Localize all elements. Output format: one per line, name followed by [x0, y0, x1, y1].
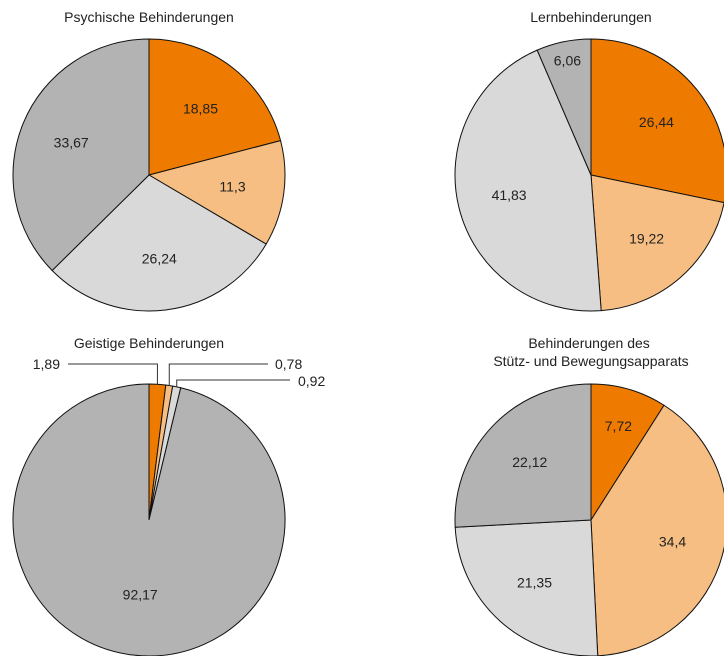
chart-1-slice-2: [147, 139, 286, 245]
chart-1-slice-4: [12, 38, 150, 272]
chart-2-slice-2: [590, 174, 724, 312]
chart-3-value-label-4: 92,17: [123, 586, 158, 602]
chart-2-value-label-1: 26,44: [639, 114, 674, 130]
chart-2-value-label-2: 19,22: [629, 230, 664, 246]
chart-4-value-label-4: 22,12: [512, 454, 547, 470]
chart-4-title: Behinderungen des Stütz- und Bewegungsap…: [493, 335, 688, 369]
chart-3-title: Geistige Behinderungen: [74, 335, 224, 351]
chart-3-slice-4: [12, 383, 286, 656]
chart-3-value-label-3: 0,92: [298, 373, 325, 389]
chart-1-value-label-2: 11,3: [219, 179, 245, 195]
chart-2-title: Lernbehinderungen: [530, 9, 651, 25]
chart-3-leader-line-1: [68, 363, 158, 385]
chart-1-slice-1: [148, 38, 282, 176]
chart-4-value-label-2: 34,4: [659, 534, 686, 550]
chart-1-title: Psychische Behinderungen: [64, 9, 234, 25]
chart-3-value-label-2: 0,78: [275, 356, 302, 372]
chart-4-slice-4: [454, 383, 592, 528]
chart-2-slice-4: [536, 38, 592, 176]
chart-2-value-label-3: 41,83: [492, 187, 527, 203]
chart-4-value-label-3: 21,35: [517, 575, 552, 591]
chart-4-title-line-2: Stütz- und Bewegungsapparats: [493, 353, 688, 369]
chart-3-value-label-1: 1,89: [33, 356, 60, 372]
chart-2-slice-3: [454, 49, 602, 312]
chart-1-slice-3: [51, 174, 267, 312]
chart-2-slice-1: [590, 38, 724, 204]
chart-3-leader-line-2: [168, 363, 268, 386]
chart-1-value-label-1: 18,85: [183, 100, 218, 116]
chart-3-leader-line-3: [176, 379, 290, 387]
chart-4-value-label-1: 7,72: [605, 418, 632, 434]
chart-4-slice-3: [454, 519, 599, 656]
chart-1-value-label-3: 26,24: [142, 251, 177, 267]
chart-4-title-line-1: Behinderungen des: [528, 335, 649, 351]
pies-group: 18,85 11,3 26,24 33,67 26,44 19,22 41,83 6,06 1,…: [12, 38, 724, 656]
chart-4-slice-2: [590, 404, 724, 656]
chart-2-value-label-4: 6,06: [554, 53, 581, 69]
chart-1-value-label-4: 33,67: [54, 135, 89, 151]
